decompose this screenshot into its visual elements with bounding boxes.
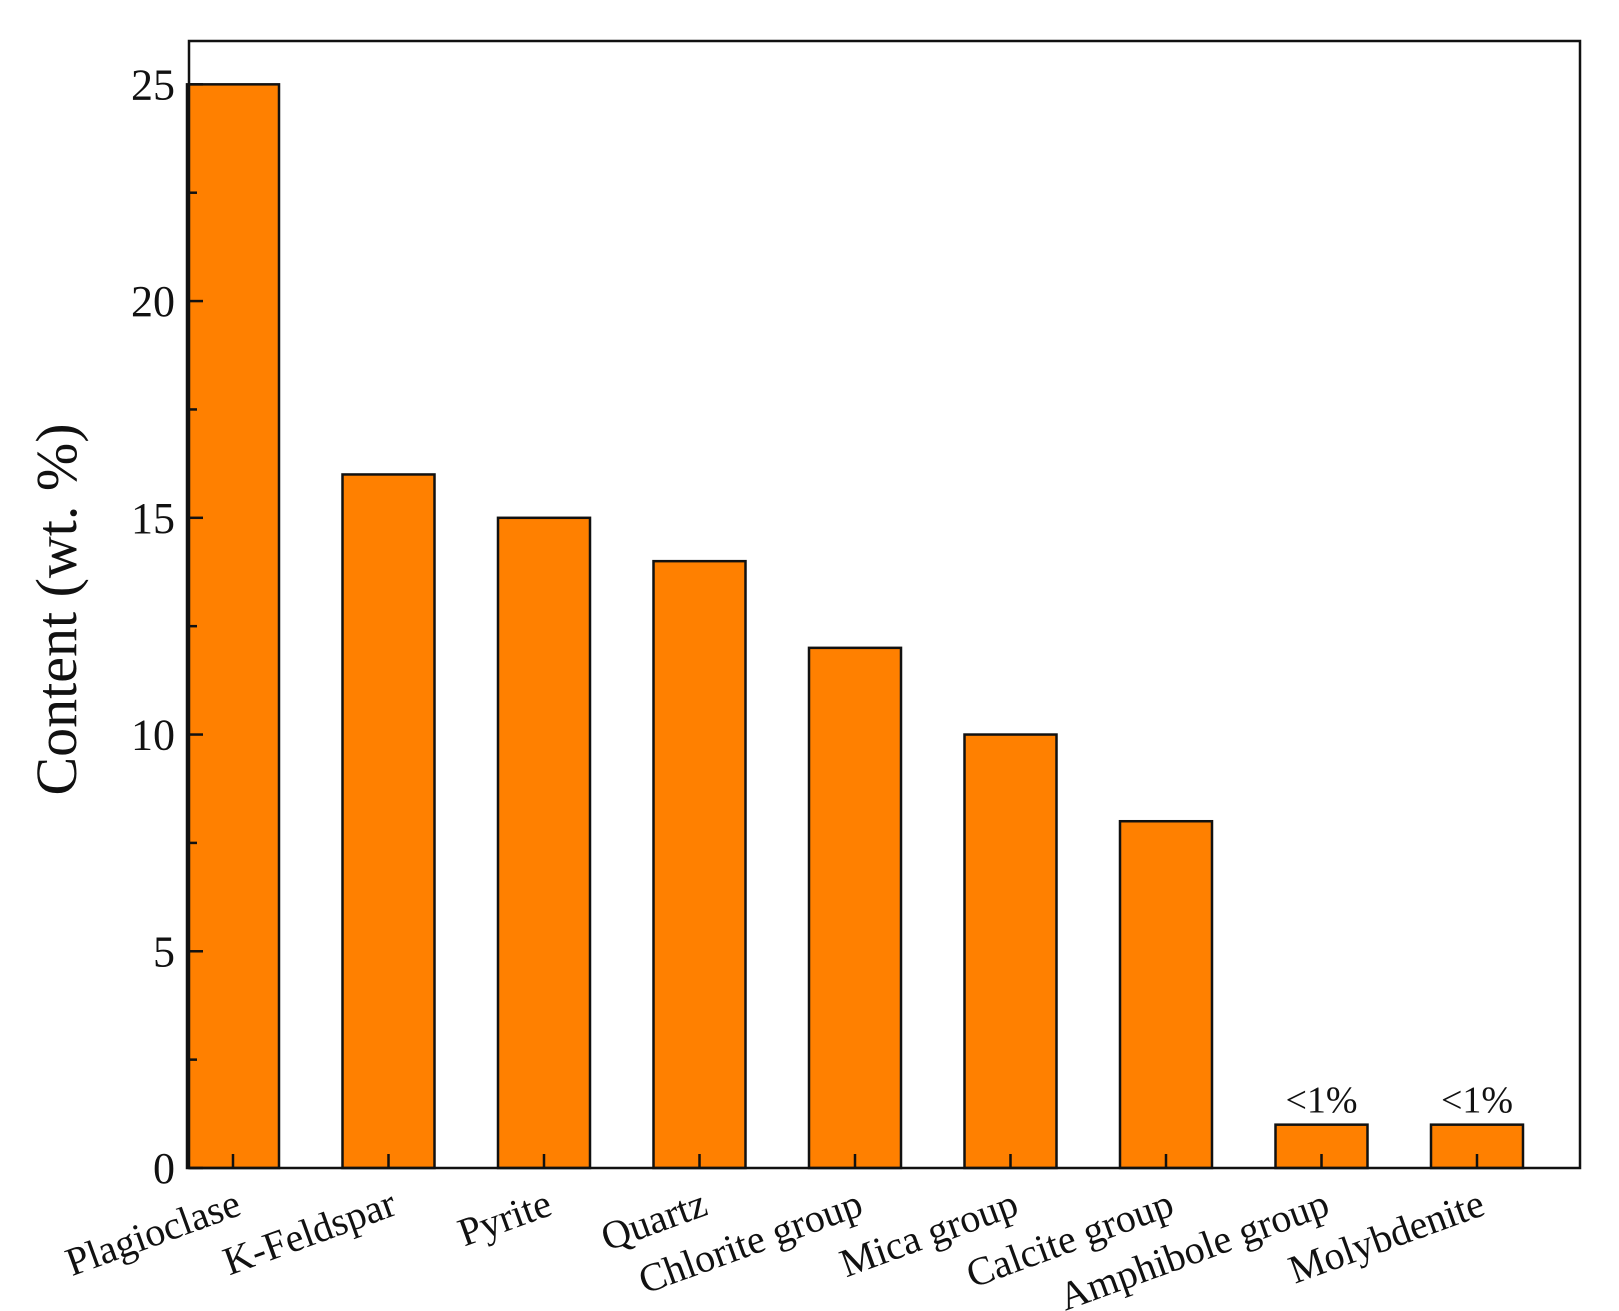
bars-layer — [185, 83, 1525, 1170]
y-tick-label-4: 20 — [131, 277, 175, 326]
x-tick-label-0: Plagioclase — [60, 1180, 247, 1285]
bar-3 — [652, 559, 747, 1170]
bar-annotation-8: <1% — [1441, 1080, 1513, 1122]
ticks-layer — [189, 83, 1479, 1170]
y-tick-label-0: 0 — [153, 1144, 175, 1193]
bar-1 — [341, 473, 436, 1170]
plot-frame — [187, 39, 1582, 1170]
bar-6 — [1118, 819, 1214, 1170]
bar-0 — [185, 83, 281, 1170]
bar-4 — [807, 646, 903, 1170]
x-tick-label-1: K-Feldspar — [217, 1180, 402, 1284]
y-tick-label-3: 15 — [131, 494, 175, 543]
y-tick-label-5: 25 — [131, 60, 175, 109]
y-axis-title: Content (wt. %) — [24, 423, 89, 795]
y-tick-label-2: 10 — [131, 711, 175, 760]
annotations-layer: <1% <1% — [1285, 1080, 1513, 1122]
y-tick-label-1: 5 — [153, 927, 175, 976]
bar-annotation-7: <1% — [1285, 1080, 1357, 1122]
x-tick-label-2: Pyrite — [452, 1180, 557, 1255]
bar-5 — [963, 733, 1058, 1170]
y-tick-labels: 0 5 10 15 20 25 — [131, 60, 175, 1193]
bar-2 — [496, 516, 592, 1170]
